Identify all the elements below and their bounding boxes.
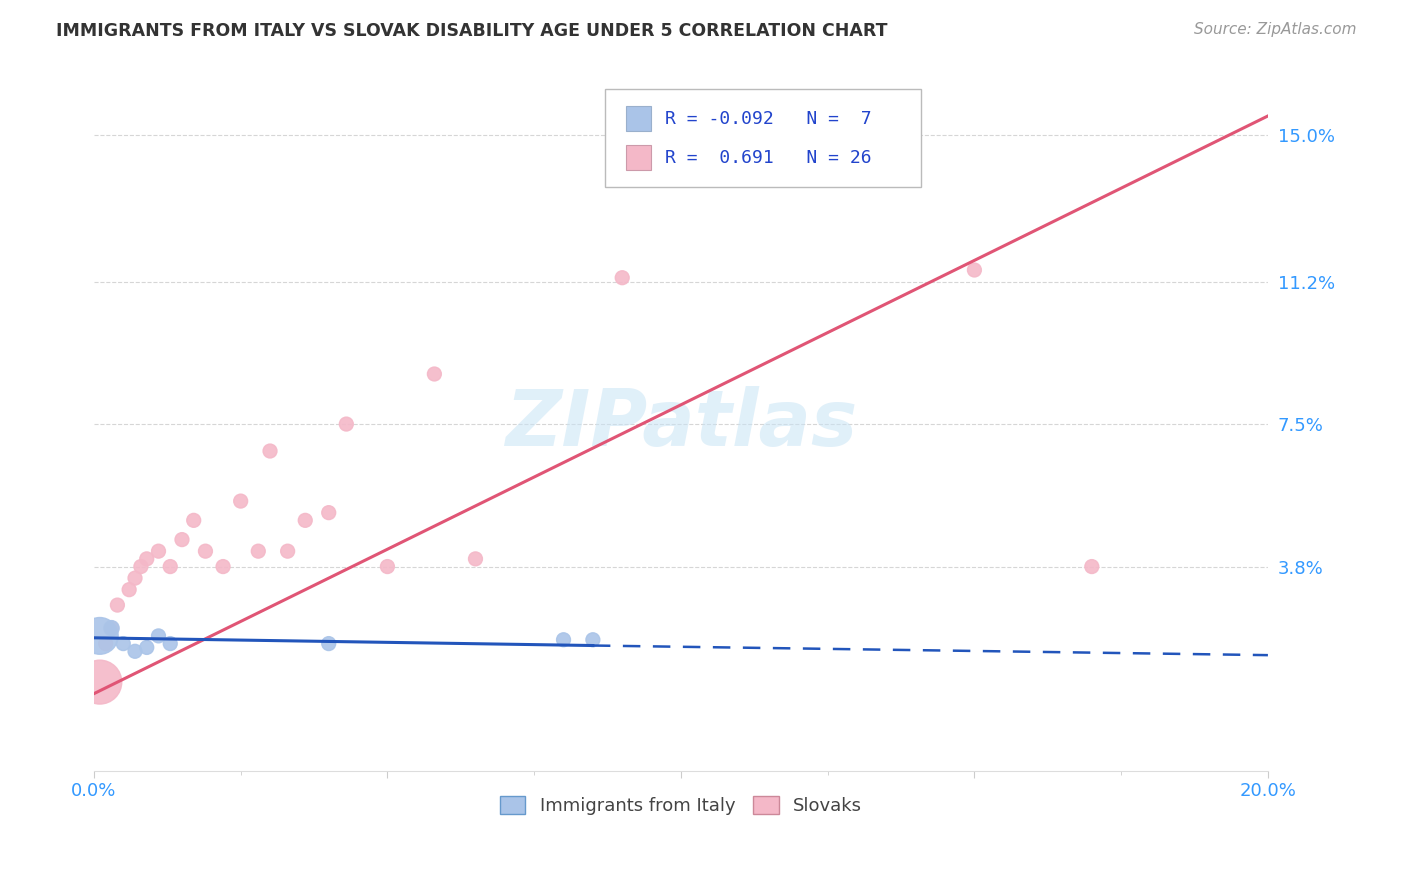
- Text: Source: ZipAtlas.com: Source: ZipAtlas.com: [1194, 22, 1357, 37]
- Point: [159, 559, 181, 574]
- Point: [100, 621, 122, 635]
- Point: [229, 494, 252, 508]
- Point: [148, 544, 170, 558]
- Point: [259, 444, 281, 458]
- Point: [335, 417, 357, 431]
- Point: [464, 552, 486, 566]
- Point: [183, 513, 205, 527]
- Point: [612, 270, 634, 285]
- Point: [318, 637, 340, 651]
- Point: [553, 632, 575, 647]
- Point: [148, 629, 170, 643]
- Point: [89, 675, 111, 690]
- Point: [107, 598, 129, 612]
- Text: ZIPatlas: ZIPatlas: [505, 386, 858, 462]
- Point: [135, 640, 157, 655]
- Point: [194, 544, 217, 558]
- Point: [112, 637, 135, 651]
- Text: R = -0.092   N =  7: R = -0.092 N = 7: [665, 110, 872, 128]
- Text: IMMIGRANTS FROM ITALY VS SLOVAK DISABILITY AGE UNDER 5 CORRELATION CHART: IMMIGRANTS FROM ITALY VS SLOVAK DISABILI…: [56, 22, 887, 40]
- Point: [135, 552, 157, 566]
- Point: [118, 582, 141, 597]
- Point: [89, 629, 111, 643]
- Point: [294, 513, 316, 527]
- Point: [423, 367, 446, 381]
- Point: [159, 637, 181, 651]
- Point: [100, 621, 122, 635]
- Text: R =  0.691   N = 26: R = 0.691 N = 26: [665, 149, 872, 167]
- Point: [247, 544, 270, 558]
- Point: [277, 544, 299, 558]
- Point: [963, 263, 986, 277]
- Point: [318, 506, 340, 520]
- Point: [212, 559, 235, 574]
- Point: [1081, 559, 1104, 574]
- Point: [94, 637, 117, 651]
- Point: [582, 632, 605, 647]
- Point: [377, 559, 399, 574]
- Legend: Immigrants from Italy, Slovaks: Immigrants from Italy, Slovaks: [491, 788, 870, 824]
- Point: [129, 559, 152, 574]
- Point: [124, 644, 146, 658]
- Point: [124, 571, 146, 585]
- Point: [170, 533, 193, 547]
